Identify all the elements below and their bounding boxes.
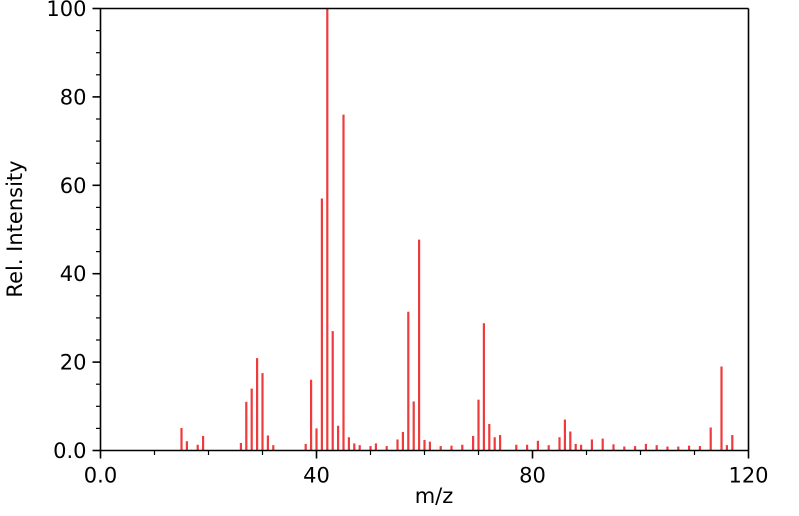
y-tick-labels: 0.0 20 40 60 80 100	[46, 0, 86, 463]
axis-ticks	[92, 7, 750, 459]
y-tick-label: 100	[46, 0, 86, 21]
y-tick-label: 60	[60, 174, 87, 198]
y-tick-label: 0.0	[53, 439, 86, 463]
x-tick-label: 40	[303, 464, 330, 488]
y-axis-title: Rel. Intensity	[3, 160, 27, 297]
x-axis-title: m/z	[415, 484, 454, 508]
y-tick-label: 20	[60, 351, 87, 375]
x-tick-label: 80	[519, 464, 546, 488]
y-tick-label: 80	[60, 85, 87, 109]
x-tick-label: 120	[728, 464, 768, 488]
peak-series	[180, 8, 734, 451]
axes	[99, 7, 750, 452]
y-tick-label: 40	[60, 262, 87, 286]
x-tick-labels: 0.0 40 80 120	[84, 464, 769, 488]
x-tick-label: 0.0	[84, 464, 117, 488]
